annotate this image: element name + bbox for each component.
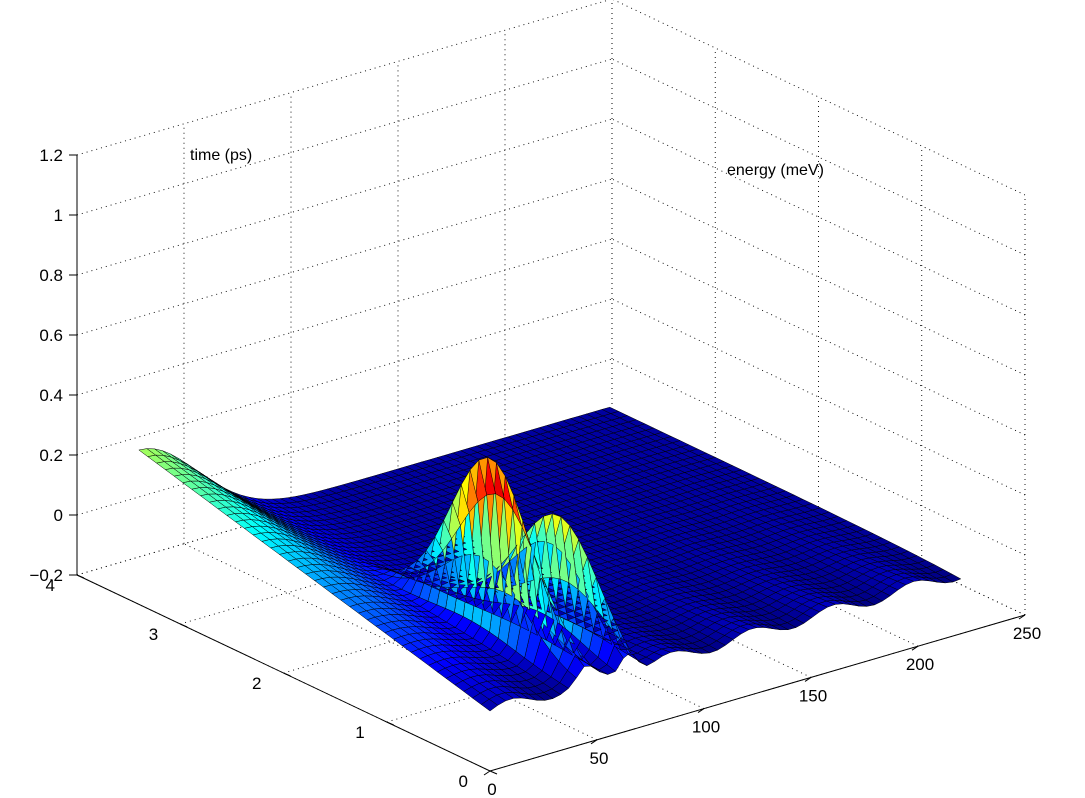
grid-line	[611, 118, 1026, 316]
time-tick-label: 4	[46, 576, 55, 595]
energy-tick-mark	[804, 676, 812, 682]
grid-line	[611, 238, 1026, 436]
energy-tick-label: 100	[692, 718, 720, 737]
grid-line	[76, 178, 613, 336]
time-axis-label: time (ps)	[190, 147, 252, 164]
time-tick-label: 1	[355, 723, 364, 742]
energy-tick-mark	[911, 645, 919, 651]
tick-labels: 0 50 100 150 200 250 0 1 2 3 4−0.2 0 0.2 0.4 0.6 0.8 1 1.…	[29, 146, 1041, 798]
grid-line	[611, 178, 1026, 376]
energy-tick-mark	[590, 739, 598, 745]
surface-patch	[138, 448, 157, 457]
value-tick-label: 0	[54, 506, 63, 525]
value-tick-label: 1	[54, 206, 63, 225]
time-tick-label: 3	[149, 625, 158, 644]
axes	[69, 154, 1026, 776]
time-tick-mark	[76, 574, 85, 579]
time-tick-mark	[386, 721, 394, 726]
energy-tick-label: 50	[590, 749, 609, 768]
energy-axis	[489, 614, 1026, 772]
grid-line	[183, 543, 598, 741]
value-tick-label: −0.2	[29, 566, 63, 585]
value-tick-label: 0.4	[39, 386, 63, 405]
time-tick-label: 2	[252, 674, 261, 693]
grid-line	[611, 358, 1026, 556]
surface-mesh	[138, 406, 962, 712]
time-tick-label: 0	[459, 772, 468, 791]
energy-tick-mark	[483, 770, 491, 776]
energy-tick-mark	[1018, 614, 1026, 620]
value-tick-label: 0.6	[39, 326, 63, 345]
grid-line	[76, 118, 613, 276]
energy-tick-mark	[697, 708, 705, 714]
energy-tick-label: 0	[487, 780, 496, 798]
value-tick-label: 1.2	[39, 146, 63, 165]
time-tick-mark	[283, 672, 291, 677]
grid-line	[76, 238, 613, 396]
grid-line	[611, 298, 1026, 496]
grid-line	[76, 58, 613, 216]
grid-line	[76, 0, 611, 156]
energy-tick-label: 250	[1013, 624, 1041, 643]
energy-tick-label: 150	[799, 686, 827, 705]
grid-line	[613, 0, 1026, 196]
time-tick-mark	[180, 623, 188, 628]
value-tick-label: 0.8	[39, 266, 63, 285]
grid-line	[611, 58, 1026, 256]
energy-tick-label: 200	[906, 655, 934, 674]
time-tick-mark	[489, 770, 498, 775]
energy-axis-label: energy (meV)	[727, 162, 824, 179]
value-tick-label: 0.2	[39, 446, 63, 465]
